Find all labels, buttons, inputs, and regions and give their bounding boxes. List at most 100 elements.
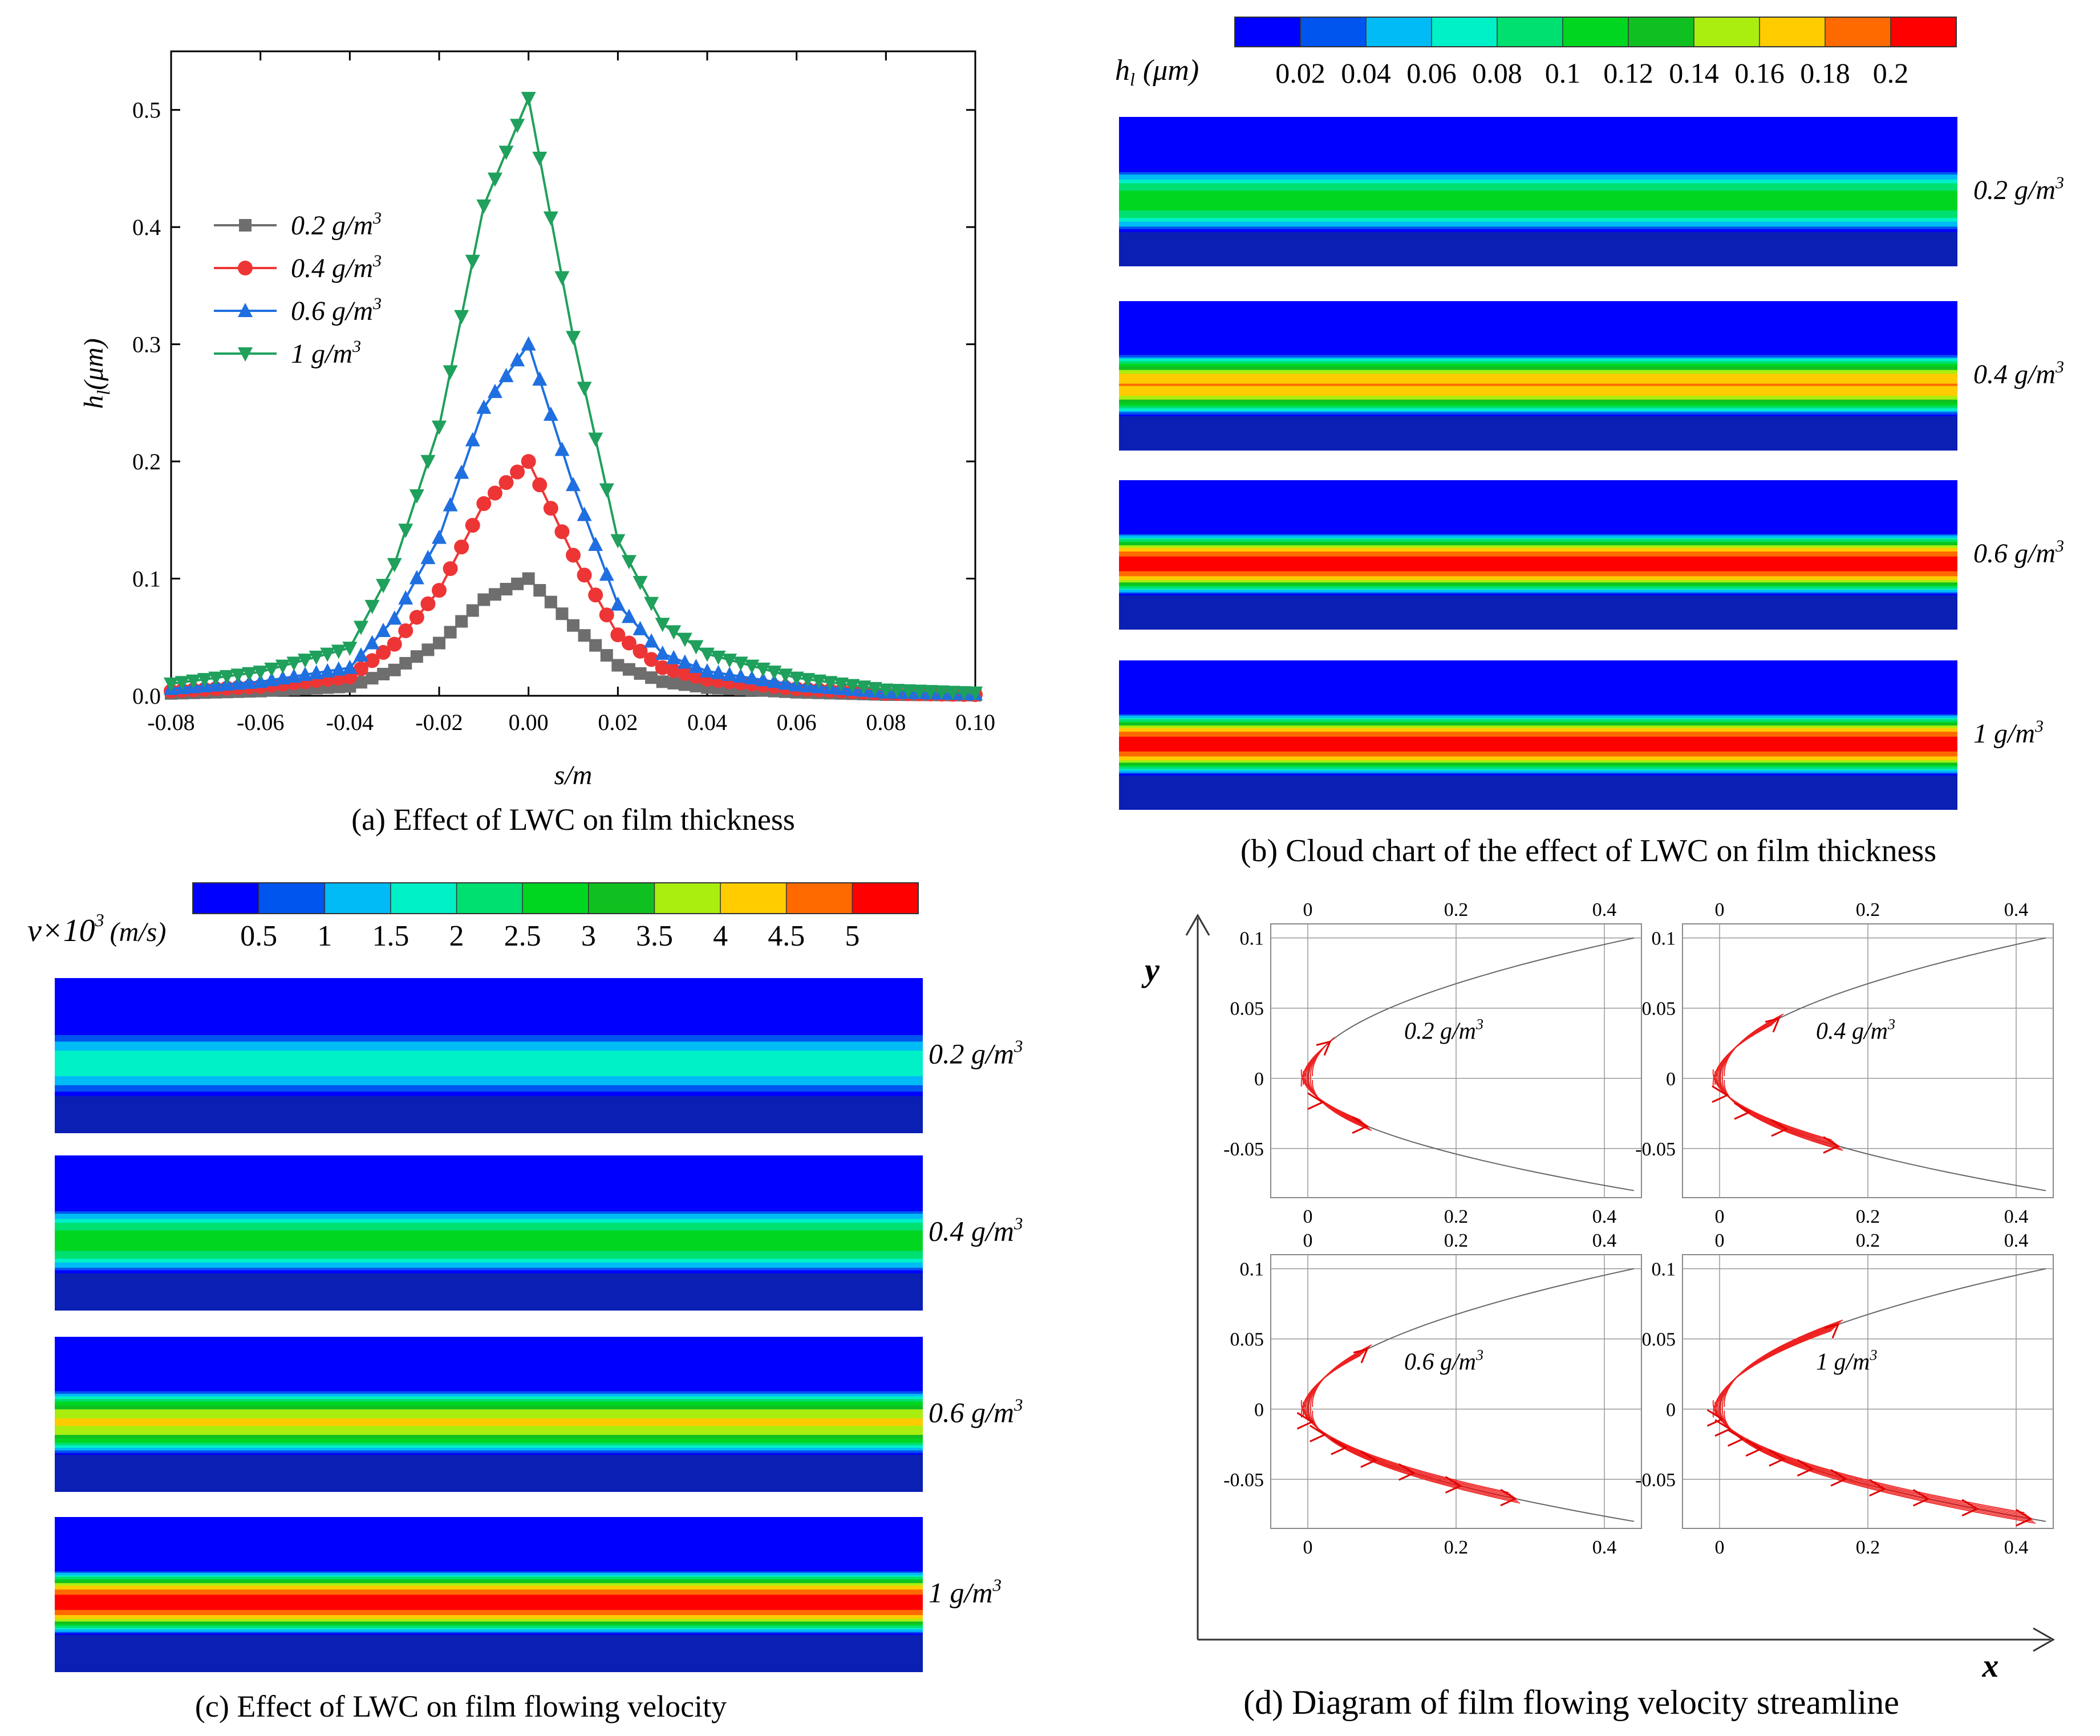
data-point bbox=[476, 496, 492, 512]
data-point bbox=[477, 593, 490, 606]
contour-label-main: 0.2 g/m bbox=[929, 1038, 1014, 1070]
streamline-upper bbox=[1312, 1344, 1372, 1408]
contour-lower-region bbox=[55, 1454, 923, 1492]
data-point bbox=[420, 455, 436, 469]
y-tick-label: 0 bbox=[1254, 1069, 1264, 1090]
contour-label-sup: 3 bbox=[1013, 1395, 1023, 1415]
colorbar-label-c: v×103 (m/s) bbox=[27, 910, 166, 948]
x-tick-label: 0.02 bbox=[598, 709, 638, 735]
data-point bbox=[901, 684, 916, 699]
data-point bbox=[577, 506, 592, 521]
contour-band bbox=[1119, 562, 1957, 565]
contour-panel bbox=[1119, 660, 1957, 810]
data-point bbox=[521, 454, 536, 469]
contour-band bbox=[1119, 199, 1957, 202]
data-point bbox=[432, 583, 447, 598]
data-point bbox=[554, 524, 570, 540]
data-point bbox=[465, 254, 480, 269]
contour-panel bbox=[55, 978, 923, 1133]
x-tick-label-top: 0.2 bbox=[1856, 1230, 1880, 1251]
data-point bbox=[688, 640, 704, 655]
contour-lower-region bbox=[55, 1634, 923, 1672]
colorbar-cell bbox=[852, 883, 919, 914]
streamline-upper bbox=[1306, 1349, 1367, 1413]
heatmap-film-velocity: 0.5 1 1.5 2 2.5 3 3.5 4 4.5 5 v×103 (m/s) 0.2 g/m3… bbox=[27, 882, 1023, 1723]
streamline-lower bbox=[1714, 1402, 2027, 1515]
data-point bbox=[409, 570, 424, 585]
streamline-arrowhead bbox=[1316, 1040, 1332, 1056]
streamline-upper bbox=[1712, 1330, 1832, 1418]
streamline-arrowhead bbox=[1869, 1479, 1886, 1497]
colorbar-cell bbox=[390, 883, 457, 914]
data-point bbox=[487, 172, 502, 187]
colorbar-label-b-unit: (μm) bbox=[1143, 54, 1199, 87]
data-point bbox=[253, 674, 268, 688]
data-point bbox=[934, 685, 950, 700]
data-point bbox=[498, 368, 514, 383]
data-point bbox=[466, 604, 479, 617]
streamline-arrowhead bbox=[1500, 1488, 1518, 1507]
streamline-arrowhead bbox=[1307, 1092, 1325, 1110]
data-point bbox=[342, 642, 358, 656]
legend-label: 0.4 g/m3 bbox=[291, 252, 382, 283]
data-point bbox=[633, 620, 648, 635]
x-tick-label-bottom: 0.4 bbox=[2004, 1206, 2029, 1227]
streamline-panel: 0 0 0.2 0.2 0.4 0.4 0.1 0.05 0 -0.05 0.2 g/m3 bbox=[1223, 899, 1642, 1227]
colorbar-tick-label: 0.14 bbox=[1669, 57, 1719, 89]
legend-label-sup: 3 bbox=[372, 294, 382, 313]
data-point bbox=[487, 383, 502, 398]
colorbar-label-b: hl (μm) bbox=[1115, 54, 1199, 90]
data-point bbox=[443, 561, 458, 577]
data-point bbox=[353, 620, 368, 635]
streamline-arrowhead bbox=[1769, 1449, 1786, 1467]
y-tick-label: 0.05 bbox=[1230, 1329, 1264, 1350]
contour-lower-region bbox=[1119, 416, 1957, 451]
data-point bbox=[476, 399, 492, 414]
colorbar-tick-label: 2.5 bbox=[504, 920, 541, 952]
data-point bbox=[610, 534, 626, 549]
data-point bbox=[621, 635, 637, 651]
colorbar-cell bbox=[1497, 17, 1563, 47]
contour-label-main: 0.6 g/m bbox=[1973, 538, 2056, 569]
data-point bbox=[377, 667, 390, 680]
contour-label: 0.2 g/m3 bbox=[1973, 173, 2064, 205]
plot-frame bbox=[170, 50, 976, 697]
data-point bbox=[566, 547, 581, 563]
colorbar-cell bbox=[1760, 17, 1826, 47]
contour-label-sup: 3 bbox=[2055, 173, 2064, 192]
data-point bbox=[510, 352, 525, 367]
data-point bbox=[522, 572, 535, 585]
x-tick-label-bottom: 0.2 bbox=[1444, 1537, 1469, 1558]
data-point bbox=[264, 672, 279, 687]
data-point bbox=[599, 607, 614, 623]
colorbar-tick-label: 0.04 bbox=[1341, 57, 1391, 89]
data-point bbox=[656, 675, 669, 688]
streamline-upper bbox=[1308, 1348, 1369, 1411]
data-point bbox=[309, 664, 324, 679]
data-point bbox=[722, 667, 737, 682]
contour-label-sup: 3 bbox=[2055, 537, 2064, 555]
contour-lower-region bbox=[55, 1096, 923, 1133]
streamline-lower bbox=[1310, 1409, 1519, 1502]
y-tick-label: -0.05 bbox=[1635, 1470, 1676, 1491]
data-point bbox=[510, 464, 525, 480]
data-point bbox=[275, 670, 290, 685]
data-point bbox=[667, 676, 680, 689]
streamline-panel-label-main: 1 g/m bbox=[1816, 1349, 1870, 1376]
x-tick-label-top: 0.2 bbox=[1856, 899, 1880, 920]
colorbar-cell bbox=[1366, 17, 1432, 47]
data-point bbox=[298, 654, 313, 668]
streamline-lower bbox=[1304, 1073, 1365, 1124]
streamline-upper bbox=[1310, 1346, 1371, 1409]
colorbar-tick-label: 0.2 bbox=[1873, 57, 1909, 89]
data-point bbox=[164, 678, 179, 692]
contour-label: 0.6 g/m3 bbox=[1973, 537, 2064, 569]
streamline-lower bbox=[1712, 1069, 1832, 1141]
data-point bbox=[722, 654, 737, 668]
data-point bbox=[878, 683, 894, 698]
x-tick-label-bottom: 0 bbox=[1715, 1537, 1725, 1558]
streamline-arrowhead bbox=[1745, 1439, 1763, 1457]
streamline-arrowhead bbox=[1309, 1425, 1327, 1443]
x-tick-label-top: 0 bbox=[1303, 1230, 1313, 1251]
contour-label-main: 1 g/m bbox=[929, 1577, 993, 1609]
